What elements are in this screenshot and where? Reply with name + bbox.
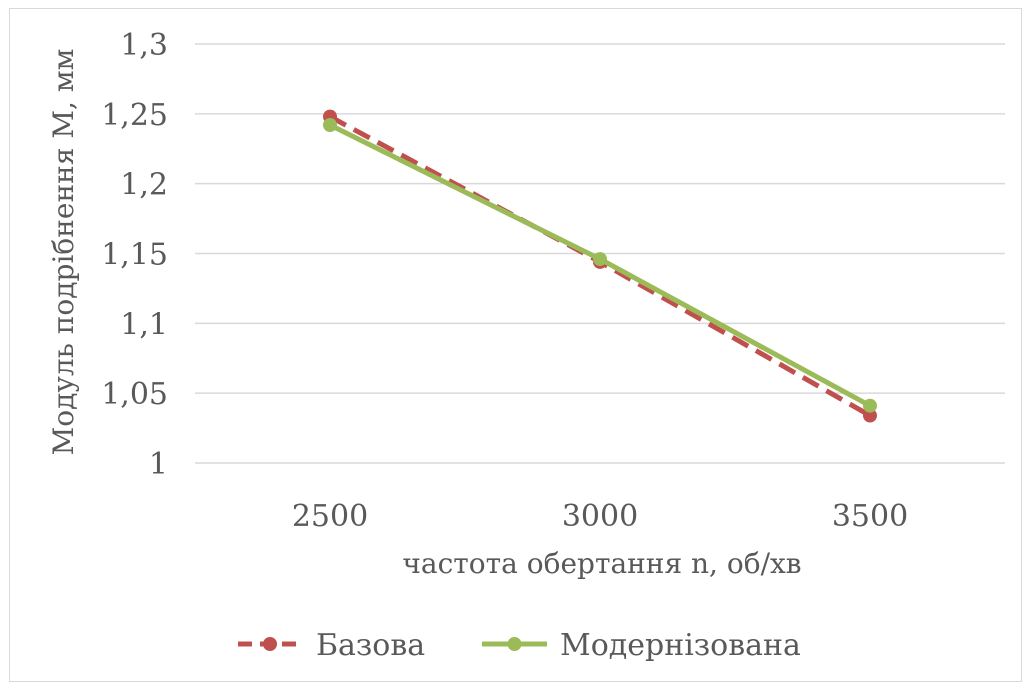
y-tick-label: 1,1 xyxy=(120,307,168,342)
y-tick-label: 1,2 xyxy=(120,168,168,203)
y-tick-label: 1,05 xyxy=(101,377,168,412)
x-tick-label: 3500 xyxy=(832,499,908,534)
y-axis-title: Модуль подрібнення M, мм xyxy=(47,49,80,456)
y-tick-label: 1,15 xyxy=(101,238,168,273)
legend-label-2: Модернізована xyxy=(560,628,801,663)
series-2-point xyxy=(323,118,337,133)
chart-frame xyxy=(9,8,1022,682)
series-2-point xyxy=(593,252,607,267)
series-lines xyxy=(323,109,877,423)
legend-marker-2 xyxy=(507,637,522,651)
y-axis-ticks: 1 1,05 1,1 1,15 1,2 1,25 1,3 xyxy=(101,28,168,482)
legend: Базова Модернізована xyxy=(238,628,801,663)
x-axis-ticks: 2500 3000 3500 xyxy=(292,499,908,534)
x-tick-label: 2500 xyxy=(292,499,368,534)
legend-label-1: Базова xyxy=(316,628,425,663)
x-axis-title: частота обертання n, об/хв xyxy=(402,547,801,580)
y-tick-label: 1 xyxy=(149,447,168,482)
series-1-point xyxy=(863,408,877,423)
y-tick-label: 1,25 xyxy=(101,98,168,133)
legend-marker-1 xyxy=(263,637,277,651)
series-2-point xyxy=(863,398,877,413)
y-tick-label: 1,3 xyxy=(120,28,168,63)
x-tick-label: 3000 xyxy=(562,499,638,534)
gridlines xyxy=(195,43,1005,464)
